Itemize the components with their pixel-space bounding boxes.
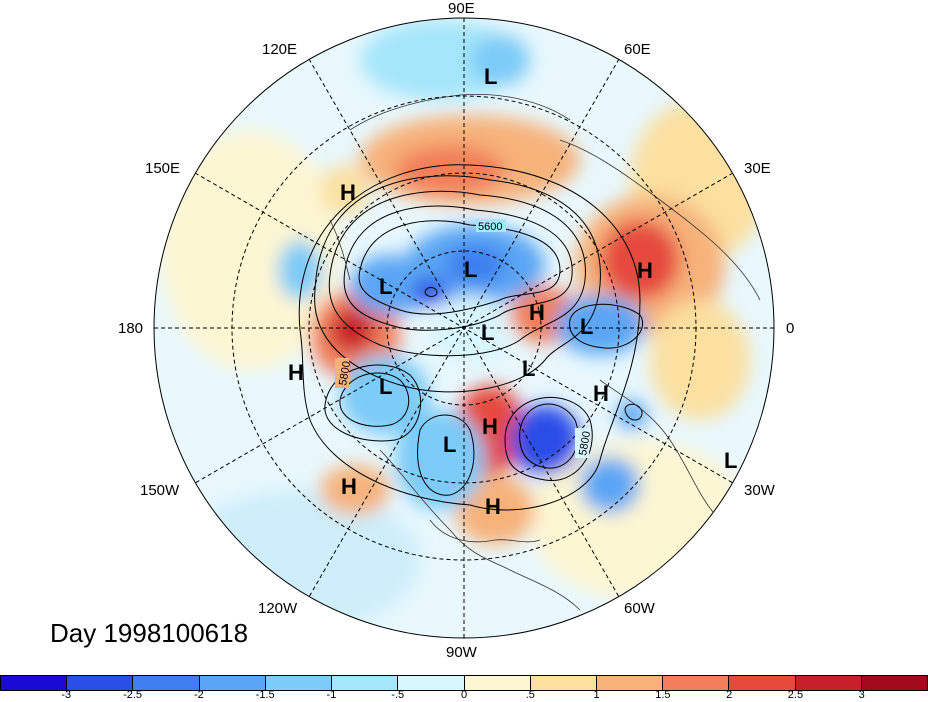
- contour-label: 5600: [478, 221, 502, 233]
- contour-label: 5800: [337, 360, 353, 386]
- high-pressure-marker: H: [340, 180, 356, 205]
- low-pressure-marker: L: [443, 432, 457, 457]
- colorbar-tick-label: -1: [326, 689, 337, 701]
- colorbar-tick-label: 1: [593, 689, 600, 701]
- colorbar-cell: [67, 676, 134, 690]
- colorbar-tick-label: 0: [460, 689, 468, 701]
- colorbar-tick-label: .5: [525, 689, 535, 701]
- colorbar-cell: [398, 676, 465, 690]
- colorbar: [0, 675, 928, 691]
- colorbar-cell: [1, 676, 68, 690]
- lon-label-120w: 120W: [258, 600, 298, 617]
- colorbar-tick-label: -2: [193, 689, 204, 701]
- height-contours: [298, 164, 643, 511]
- colorbar-cell: [464, 676, 531, 690]
- anomaly-field: [154, 18, 774, 638]
- high-pressure-marker: H: [637, 258, 653, 283]
- contour-label: 5800: [577, 430, 593, 456]
- colorbar-tick-label: 2: [726, 689, 733, 701]
- high-pressure-marker: H: [529, 300, 545, 325]
- low-pressure-marker: L: [484, 64, 498, 89]
- low-pressure-marker: L: [379, 274, 393, 299]
- lon-label-30w: 30W: [744, 482, 775, 499]
- lon-label-120e: 120E: [262, 41, 298, 58]
- colorbar-cell: [332, 676, 399, 690]
- low-pressure-marker: L: [580, 314, 594, 339]
- date-title: Day 1998100618: [50, 618, 249, 648]
- high-pressure-marker: H: [593, 381, 609, 406]
- contour-label-group: 5600 5800 5800: [335, 219, 593, 458]
- map-boundary: [153, 17, 775, 639]
- lon-label-90e: 90E: [448, 0, 475, 17]
- low-pressure-marker: L: [724, 448, 738, 473]
- high-pressure-marker: H: [288, 360, 304, 385]
- colorbar-tick-label: -.5: [391, 689, 405, 701]
- low-pressure-marker: L: [379, 374, 393, 399]
- graticule: [154, 18, 774, 638]
- low-pressure-marker: L: [464, 257, 478, 282]
- high-pressure-marker: H: [341, 474, 357, 499]
- colorbar-tick-label: -1.5: [255, 689, 275, 701]
- lon-label-90w: 90W: [446, 644, 477, 661]
- colorbar-cell: [861, 676, 928, 690]
- lon-label-150e: 150E: [145, 160, 181, 177]
- lon-label-60w: 60W: [624, 600, 655, 617]
- lon-label-30e: 30E: [744, 160, 771, 177]
- colorbar-tick-label: -3: [61, 689, 72, 701]
- colorbar-cell: [596, 676, 664, 690]
- colorbar-cell: [199, 676, 266, 690]
- colorbar-cell: [265, 676, 333, 690]
- lon-label-180: 180: [118, 320, 144, 337]
- low-pressure-marker: L: [481, 320, 495, 345]
- colorbar-cell: [729, 676, 796, 690]
- low-pressure-marker: L: [522, 356, 536, 381]
- lon-label-60e: 60E: [624, 41, 651, 58]
- colorbar-tick-label: 1.5: [655, 689, 671, 701]
- lon-label-150w: 150W: [140, 482, 180, 499]
- colorbar-tick-label: 2.5: [787, 689, 804, 701]
- lon-label-0: 0: [786, 320, 795, 337]
- colorbar-cell: [795, 676, 862, 690]
- high-pressure-marker: H: [485, 494, 501, 519]
- coastlines: [329, 94, 761, 611]
- colorbar-tick-label: -2.5: [123, 689, 143, 701]
- colorbar-cell: [663, 676, 730, 690]
- colorbar-cell: [530, 676, 597, 690]
- colorbar-tick-label: 3: [858, 689, 865, 701]
- colorbar-cell: [133, 676, 200, 690]
- high-pressure-marker: H: [482, 414, 498, 439]
